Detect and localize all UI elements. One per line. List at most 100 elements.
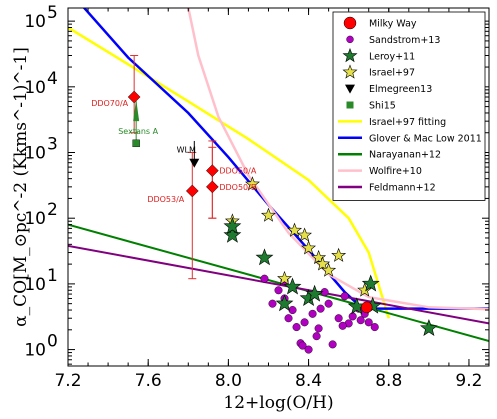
leroy-star [223,217,242,234]
israel-star [315,256,331,271]
legend-label: Leroy+11 [369,51,415,62]
israel-star [287,222,303,237]
leroy-star [275,294,294,312]
sandstrom-point [370,323,379,332]
y-tick-label: 10 [24,275,46,295]
legend-marker [342,47,358,63]
legend-box [332,11,486,201]
sandstrom-point [268,299,277,308]
y-tick-label: 10 [24,209,46,229]
israel-star [244,176,260,191]
sandstrom-point [364,318,373,327]
y-tick-exponent: 4 [47,69,58,89]
leroy-star [361,274,380,292]
y-tick-label: 10 [24,144,46,164]
sandstrom-point [328,340,337,349]
y-tick-exponent: 3 [47,135,58,155]
leroy-star [283,277,302,295]
line-narayanan-12 [68,223,489,342]
leroy-star [305,284,324,302]
legend-marker [346,35,354,44]
sextans-triangle [133,99,140,122]
sandstrom-point [308,309,317,318]
legend-label: Sandstrom+13 [369,35,440,46]
y-tick-exponent: 1 [47,266,58,286]
sandstrom-point [334,314,343,323]
sandstrom-point [288,306,297,315]
y-tick-label: 10 [24,341,46,361]
legend-label: Feldmann+12 [369,183,436,194]
legend-label: Wolfire+10 [369,166,422,177]
sandstrom-point [300,318,309,327]
israel-star [277,270,293,286]
ddo-diamond [127,90,141,104]
sandstrom-point [348,312,357,321]
line-feldmann-12 [68,244,489,325]
sandstrom-point [312,332,321,341]
legend-label: Israel+97 fitting [369,117,446,128]
sandstrom-point [292,323,301,332]
legend: Milky Way Sandstrom+13 Leroy+11 Israel+97 El… [332,11,486,201]
label-ddo70a: DDO70/A [91,99,128,108]
israel-star [297,227,313,242]
sandstrom-point [304,345,313,354]
milky-way-point [360,301,373,314]
sandstrom-point [314,324,323,333]
point-labels: DDO70/A DDO50/A DDO50/B DDO53/A Sextans A WLM [91,99,257,204]
label-ddo50b: DDO50/B [219,183,256,192]
israel-star [331,247,347,262]
elmegreen-triangle [189,158,200,168]
sandstrom-point [338,321,347,330]
israel-star [260,207,276,222]
label-wlm: WLM [177,146,196,155]
label-sextans-a: Sextans A [118,127,158,136]
y-tick-exponent: 0 [47,332,58,352]
sandstrom-point [274,286,283,295]
y-tick-exponent: 2 [47,200,58,220]
label-ddo50a: DDO50/A [219,167,256,176]
legend-label: Israel+97 [369,68,415,79]
legend-label: Milky Way [369,19,417,30]
sandstrom-point [298,341,307,350]
legend-label: Narayanan+12 [369,150,441,161]
x-tick-label: 8.4 [295,371,322,391]
sandstrom-point [324,299,333,308]
x-tick-label: 7.6 [135,371,162,391]
sandstrom-point [340,292,349,301]
ddo-diamond [185,184,199,198]
legend-marker [342,64,358,79]
y-axis-label: α_CO[M_⊙pc^-2 (Kkms^-1)^-1] [11,47,31,327]
x-tick-label: 9.2 [455,371,482,391]
sandstrom-point [356,316,365,325]
leroy-star [419,319,438,336]
label-ddo53a: DDO53/A [147,195,184,204]
sandstrom-point [316,304,325,313]
sandstrom-point [260,274,269,283]
x-axis-label: 12+log(O/H) [223,393,333,413]
leroy-star [255,248,274,266]
legend-marker [343,16,357,30]
x-tick-label: 8.8 [375,371,402,391]
y-tick-label: 10 [24,78,46,98]
legend-label: Shi15 [369,101,396,112]
line-wolfire-10 [187,8,489,311]
x-tick-label: 7.2 [54,371,81,391]
y-tick-exponent: 5 [47,3,58,23]
ddo-diamond [205,164,219,177]
data-points [127,90,438,354]
israel-star [301,240,317,255]
leroy-star [223,225,242,243]
legend-marker [346,101,354,109]
legend-marker [345,84,355,94]
legend-label: Glover & Mac Low 2011 [369,133,482,144]
line-israel-97-fitting [68,26,390,319]
israel-star [311,249,327,265]
x-tick-label: 8.0 [215,371,242,391]
y-tick-label: 10 [24,12,46,32]
legend-label: Elmegreen13 [369,84,432,95]
ddo-diamond [205,180,219,194]
israel-star [321,262,337,277]
shi15-square [132,139,140,148]
